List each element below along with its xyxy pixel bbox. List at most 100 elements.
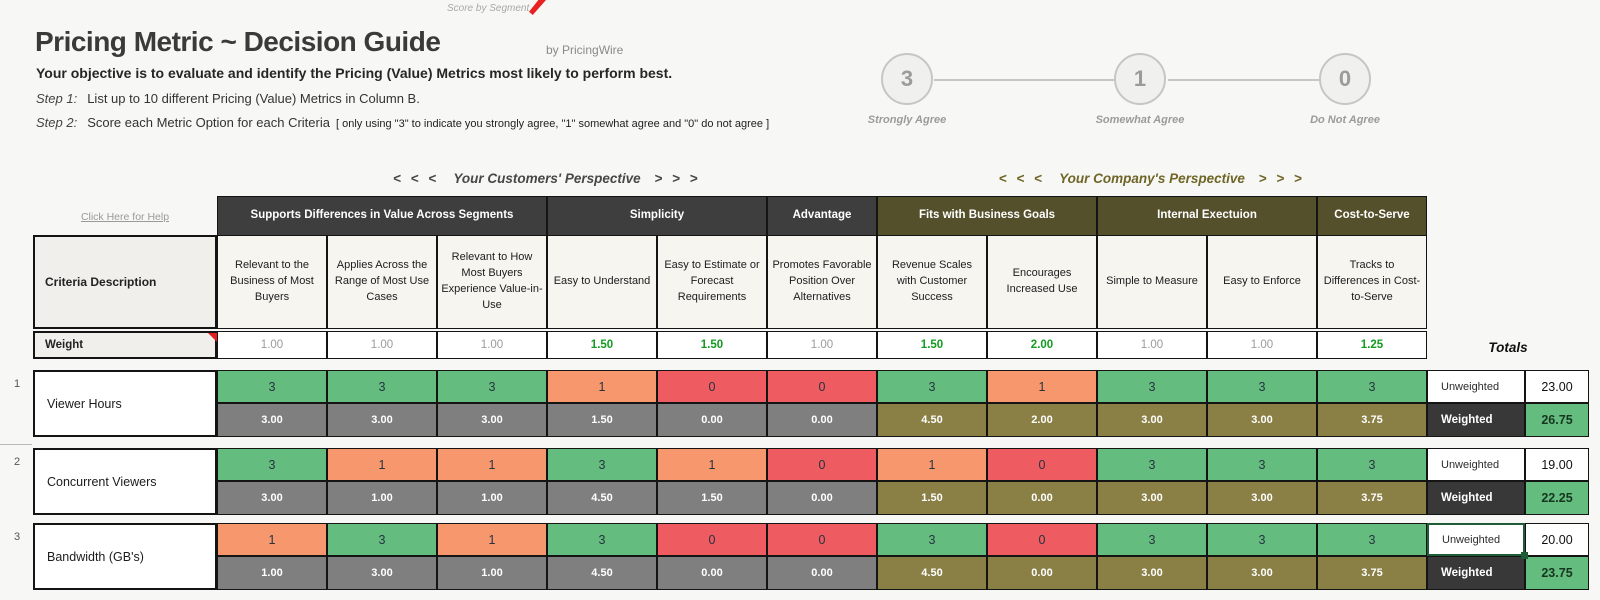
weight-cell[interactable]: 2.00 — [987, 331, 1097, 359]
criteria-cell[interactable]: Easy to Understand — [547, 235, 657, 329]
weighted-score-cell[interactable]: 3.00 — [217, 481, 327, 515]
weighted-score-cell[interactable]: 3.00 — [1097, 481, 1207, 515]
criteria-cell[interactable]: Relevant to How Most Buyers Experience V… — [437, 235, 547, 329]
fill-handle[interactable] — [1521, 552, 1528, 559]
weighted-score-cell[interactable]: 1.50 — [657, 481, 767, 515]
criteria-cell[interactable]: Promotes Favorable Position Over Alterna… — [767, 235, 877, 329]
score-cell[interactable]: 0 — [987, 523, 1097, 556]
score-cell[interactable]: 3 — [1317, 448, 1427, 481]
weighted-score-cell[interactable]: 3.00 — [1097, 403, 1207, 437]
weighted-score-cell[interactable]: 3.75 — [1317, 481, 1427, 515]
weighted-score-cell[interactable]: 3.75 — [1317, 403, 1427, 437]
score-cell[interactable]: 3 — [1317, 370, 1427, 403]
weighted-label-cell[interactable]: Weighted — [1427, 403, 1525, 437]
weighted-score-cell[interactable]: 1.00 — [217, 556, 327, 590]
weight-cell[interactable]: 1.00 — [327, 331, 437, 359]
weighted-score-cell[interactable]: 3.00 — [1207, 403, 1317, 437]
weighted-score-cell[interactable]: 3.00 — [437, 403, 547, 437]
score-cell[interactable]: 0 — [657, 370, 767, 403]
weighted-score-cell[interactable]: 0.00 — [657, 403, 767, 437]
weighted-score-cell[interactable]: 3.00 — [217, 403, 327, 437]
score-cell[interactable]: 3 — [1207, 523, 1317, 556]
weighted-score-cell[interactable]: 3.00 — [1207, 556, 1317, 590]
group-header-simplicity[interactable]: Simplicity — [547, 196, 767, 236]
weight-cell[interactable]: 1.00 — [767, 331, 877, 359]
score-cell[interactable]: 3 — [877, 370, 987, 403]
weighted-score-cell[interactable]: 0.00 — [767, 556, 877, 590]
weighted-score-cell[interactable]: 1.00 — [327, 481, 437, 515]
weight-row-header-cell[interactable]: Weight — [33, 331, 217, 359]
weight-cell[interactable]: 1.00 — [1097, 331, 1207, 359]
score-cell[interactable]: 3 — [217, 448, 327, 481]
unweighted-label-cell[interactable]: Unweighted — [1427, 523, 1525, 556]
weight-cell[interactable]: 1.00 — [1207, 331, 1317, 359]
weighted-score-cell[interactable]: 4.50 — [877, 556, 987, 590]
weight-cell[interactable]: 1.50 — [877, 331, 987, 359]
weighted-label-cell[interactable]: Weighted — [1427, 481, 1525, 515]
group-header-fits-with-business-goals[interactable]: Fits with Business Goals — [877, 196, 1097, 236]
weighted-score-cell[interactable]: 1.50 — [547, 403, 657, 437]
weight-cell[interactable]: 1.50 — [547, 331, 657, 359]
score-cell[interactable]: 0 — [657, 523, 767, 556]
weighted-total-cell[interactable]: 23.75 — [1525, 556, 1589, 590]
weighted-total-cell[interactable]: 26.75 — [1525, 403, 1589, 437]
help-link[interactable]: Click Here for Help — [80, 211, 170, 223]
unweighted-total-cell[interactable]: 23.00 — [1525, 370, 1589, 403]
weighted-total-cell[interactable]: 22.25 — [1525, 481, 1589, 515]
weighted-score-cell[interactable]: 0.00 — [657, 556, 767, 590]
weighted-score-cell[interactable]: 3.00 — [327, 556, 437, 590]
weighted-score-cell[interactable]: 0.00 — [987, 481, 1097, 515]
criteria-cell[interactable]: Relevant to the Business of Most Buyers — [217, 235, 327, 329]
score-cell[interactable]: 3 — [1207, 370, 1317, 403]
criteria-cell[interactable]: Simple to Measure — [1097, 235, 1207, 329]
score-cell[interactable]: 1 — [437, 523, 547, 556]
score-cell[interactable]: 3 — [547, 523, 657, 556]
weighted-label-cell[interactable]: Weighted — [1427, 556, 1525, 590]
weighted-score-cell[interactable]: 1.00 — [437, 556, 547, 590]
score-cell[interactable]: 1 — [547, 370, 657, 403]
score-cell[interactable]: 0 — [767, 523, 877, 556]
score-cell[interactable]: 0 — [767, 370, 877, 403]
group-header-cost-to-serve[interactable]: Cost-to-Serve — [1317, 196, 1427, 236]
criteria-cell[interactable]: Easy to Estimate or Forecast Requirement… — [657, 235, 767, 329]
weighted-score-cell[interactable]: 2.00 — [987, 403, 1097, 437]
weighted-score-cell[interactable]: 0.00 — [987, 556, 1097, 590]
weight-cell[interactable]: 1.50 — [657, 331, 767, 359]
score-cell[interactable]: 3 — [877, 523, 987, 556]
score-cell[interactable]: 3 — [1207, 448, 1317, 481]
weighted-score-cell[interactable]: 3.00 — [327, 403, 437, 437]
criteria-description-header-cell[interactable]: Criteria Description — [33, 235, 217, 329]
weighted-score-cell[interactable]: 0.00 — [767, 481, 877, 515]
group-header-supports-differences-in-value-across-segments[interactable]: Supports Differences in Value Across Seg… — [217, 196, 547, 236]
score-cell[interactable]: 3 — [217, 370, 327, 403]
score-cell[interactable]: 3 — [1097, 370, 1207, 403]
score-cell[interactable]: 3 — [437, 370, 547, 403]
weighted-score-cell[interactable]: 4.50 — [547, 556, 657, 590]
weight-cell[interactable]: 1.00 — [217, 331, 327, 359]
criteria-cell[interactable]: Encourages Increased Use — [987, 235, 1097, 329]
criteria-cell[interactable]: Applies Across the Range of Most Use Cas… — [327, 235, 437, 329]
score-cell[interactable]: 1 — [877, 448, 987, 481]
unweighted-label-cell[interactable]: Unweighted — [1427, 448, 1525, 481]
score-cell[interactable]: 1 — [987, 370, 1097, 403]
weighted-score-cell[interactable]: 0.00 — [767, 403, 877, 437]
score-cell[interactable]: 1 — [217, 523, 327, 556]
score-cell[interactable]: 3 — [1097, 523, 1207, 556]
group-header-advantage[interactable]: Advantage — [767, 196, 877, 236]
weighted-score-cell[interactable]: 1.00 — [437, 481, 547, 515]
score-cell[interactable]: 1 — [437, 448, 547, 481]
group-header-internal-exectuion[interactable]: Internal Exectuion — [1097, 196, 1317, 236]
score-cell[interactable]: 3 — [327, 523, 437, 556]
weighted-score-cell[interactable]: 4.50 — [877, 403, 987, 437]
metric-name-cell[interactable]: Viewer Hours — [33, 370, 217, 437]
criteria-cell[interactable]: Tracks to Differences in Cost-to-Serve — [1317, 235, 1427, 329]
score-cell[interactable]: 1 — [657, 448, 767, 481]
unweighted-total-cell[interactable]: 20.00 — [1525, 523, 1589, 556]
score-cell[interactable]: 3 — [1317, 523, 1427, 556]
weighted-score-cell[interactable]: 3.00 — [1207, 481, 1317, 515]
score-cell[interactable]: 1 — [327, 448, 437, 481]
unweighted-total-cell[interactable]: 19.00 — [1525, 448, 1589, 481]
criteria-cell[interactable]: Easy to Enforce — [1207, 235, 1317, 329]
metric-name-cell[interactable]: Concurrent Viewers — [33, 448, 217, 515]
weight-cell[interactable]: 1.25 — [1317, 331, 1427, 359]
